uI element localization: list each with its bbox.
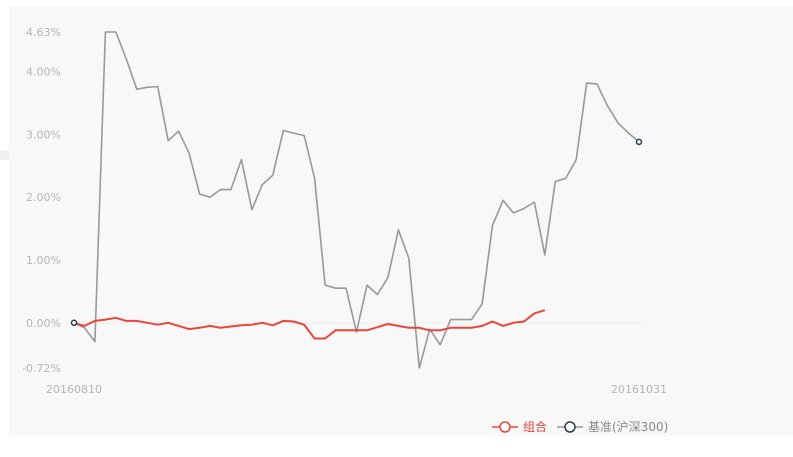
plot-background [9, 6, 793, 436]
y-tick-label: 0.00% [26, 317, 61, 330]
legend-portfolio-marker [499, 421, 511, 433]
y-tick-label: 1.00% [26, 254, 61, 267]
legend-portfolio-label: 组合 [523, 419, 547, 434]
series-start-marker[interactable] [70, 319, 78, 327]
y-tick-label: 3.00% [26, 128, 61, 141]
legend-benchmark-label: 基准(沪深300) [588, 420, 668, 434]
y-tick-label: 4.00% [26, 66, 61, 79]
y-tick-label: -0.72% [22, 362, 61, 375]
series-layer [70, 31, 643, 369]
legend-benchmark-marker [564, 421, 576, 433]
y-tick-label: 2.00% [26, 191, 61, 204]
y-tick-label: 4.63% [26, 26, 61, 39]
legend: 组合 基准(沪深300) [492, 419, 668, 434]
series-line-portfolio [73, 309, 546, 340]
series-end-marker-benchmark[interactable] [635, 138, 643, 146]
x-tick-end: 20161031 [611, 383, 667, 396]
y-axis: 4.63% 4.00% 3.00% 2.00% 1.00% 0.00% -0.72% [22, 26, 61, 375]
x-axis: 20160810 20161031 [46, 383, 667, 396]
series-line-benchmark [73, 31, 640, 369]
x-tick-start: 20160810 [46, 383, 102, 396]
legend-item-portfolio[interactable]: 组合 [492, 419, 547, 434]
plot-edge-mark [0, 150, 9, 160]
legend-item-benchmark[interactable]: 基准(沪深300) [557, 420, 668, 434]
